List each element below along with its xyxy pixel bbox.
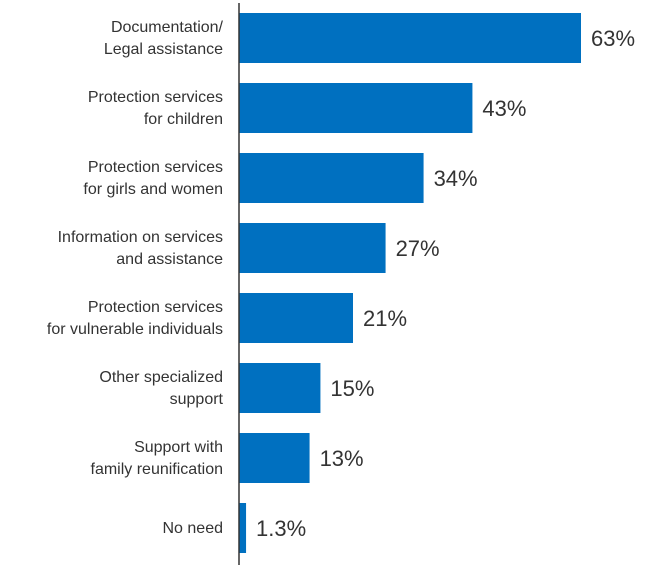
category-label-2-line-0: Protection services: [88, 159, 223, 176]
value-label-7: 1.3%: [256, 516, 306, 541]
value-labels-group: 63% 43% 34% 27% 21% 15% 13% 1.3%: [256, 26, 635, 541]
category-label-7-line-0: No need: [163, 520, 224, 537]
bars-group: [239, 13, 581, 553]
category-label-4-line-1: for vulnerable individuals: [47, 321, 223, 338]
category-label-3-line-0: Information on services: [58, 229, 223, 246]
category-label-6-line-1: family reunification: [91, 461, 224, 478]
bar-7: [239, 503, 247, 553]
bar-6: [239, 433, 310, 483]
value-label-2: 34%: [434, 166, 478, 191]
value-label-1: 43%: [482, 96, 526, 121]
value-label-6: 13%: [320, 446, 364, 471]
category-label-3-line-1: and assistance: [116, 251, 223, 268]
bar-1: [239, 83, 473, 133]
value-label-5: 15%: [330, 376, 374, 401]
category-labels-group: Documentation/Legal assistance Protection…: [47, 19, 224, 537]
category-label-5-line-0: Other specialized: [99, 369, 223, 386]
bar-2: [239, 153, 424, 203]
bar-5: [239, 363, 321, 413]
value-label-3: 27%: [396, 236, 440, 261]
bar-0: [239, 13, 581, 63]
category-label-4-line-0: Protection services: [88, 299, 223, 316]
category-label-0-line-0: Documentation/: [111, 19, 224, 36]
value-label-0: 63%: [591, 26, 635, 51]
category-label-0-line-1: Legal assistance: [104, 41, 223, 58]
category-label-1-line-0: Protection services: [88, 89, 223, 106]
category-label-2-line-1: for girls and women: [83, 181, 223, 198]
value-label-4: 21%: [363, 306, 407, 331]
category-label-5-line-1: support: [170, 391, 224, 408]
bar-3: [239, 223, 386, 273]
category-label-6-line-0: Support with: [134, 439, 223, 456]
bar-4: [239, 293, 353, 343]
category-label-1-line-1: for children: [144, 111, 223, 128]
